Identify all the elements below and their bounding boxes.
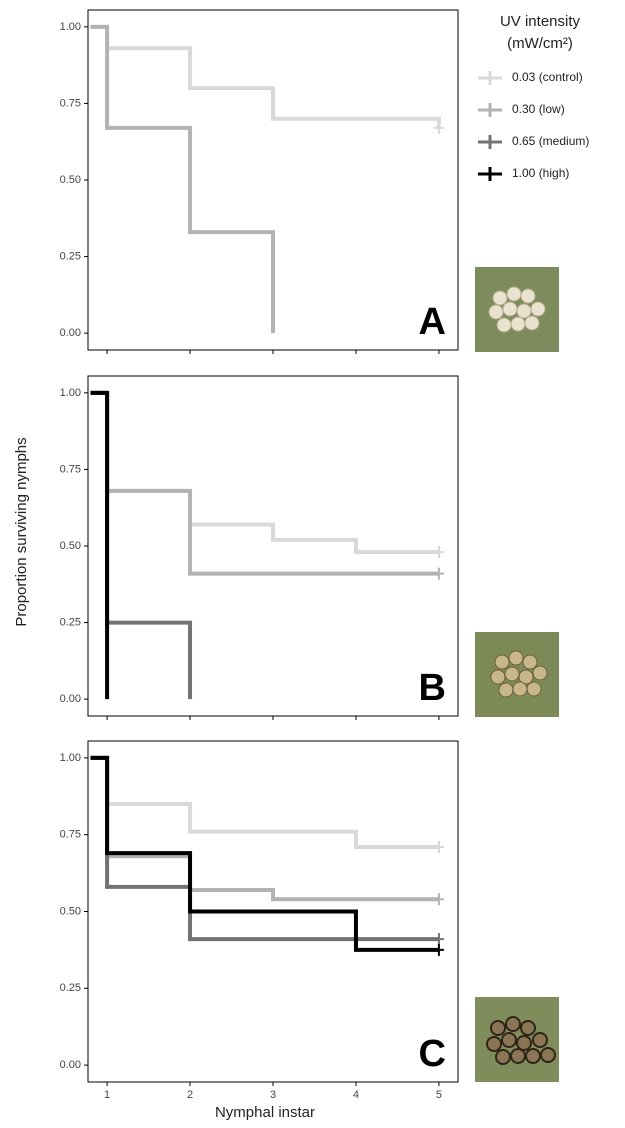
legend-label: 1.00 (high) [512, 166, 569, 180]
legend-unit: (mW/cm²) [507, 35, 573, 52]
censor-mark [433, 121, 444, 134]
x-tick-label: 4 [353, 1089, 359, 1101]
survival-curve [90, 390, 110, 700]
y-tick-label: 0.50 [60, 174, 81, 186]
censor-mark [433, 546, 444, 559]
legend-label: 0.65 (medium) [512, 134, 589, 148]
y-tick-label: 0.50 [60, 905, 81, 917]
y-tick-label: 0.75 [60, 97, 81, 109]
egg-photos [475, 267, 559, 1082]
eggs [490, 650, 548, 698]
panel-letter: A [419, 301, 446, 343]
legend-swatch [478, 135, 502, 149]
panel-letter: B [419, 667, 446, 709]
eggs [488, 286, 546, 333]
panel-letter: C [419, 1033, 446, 1075]
survival-curve [90, 24, 441, 128]
censor-mark [433, 567, 444, 580]
x-tick-label: 5 [436, 1089, 442, 1101]
y-tick-label: 1.00 [60, 21, 81, 33]
survival-curve [90, 755, 439, 952]
y-tick-label: 0.00 [60, 693, 81, 705]
y-tick-label: 0.25 [60, 982, 81, 994]
legend-swatch [478, 167, 502, 181]
y-tick-label: 1.00 [60, 752, 81, 764]
x-axis-label: Nymphal instar [215, 1104, 315, 1121]
survival-curve [90, 390, 439, 576]
censor-mark [433, 893, 444, 906]
survival-curve [90, 24, 275, 334]
censor-mark [433, 943, 444, 956]
y-tick-label: 0.25 [60, 250, 81, 262]
y-axis-label: Proportion surviving nymphs [13, 437, 30, 626]
y-tick-label: 0.25 [60, 616, 81, 628]
survival-curve [90, 755, 439, 849]
legend-label: 0.03 (control) [512, 70, 583, 84]
survival-curve [90, 390, 439, 555]
censor-mark [433, 933, 444, 946]
legend-label: 0.30 (low) [512, 102, 565, 116]
x-tick-label: 1 [104, 1089, 110, 1101]
y-tick-label: 0.00 [60, 327, 81, 339]
x-tick-label: 2 [187, 1089, 193, 1101]
censor-mark [433, 840, 444, 853]
legend-title: UV intensity [500, 13, 581, 30]
panel-frame [87, 375, 459, 717]
survival-curve [90, 755, 439, 902]
legend-swatch [478, 71, 502, 85]
y-tick-label: 0.00 [60, 1059, 81, 1071]
y-tick-label: 0.50 [60, 540, 81, 552]
legend-swatch [478, 103, 502, 117]
eggs [486, 1016, 556, 1065]
y-tick-label: 0.75 [60, 829, 81, 841]
y-tick-label: 0.75 [60, 463, 81, 475]
x-tick-label: 3 [270, 1089, 276, 1101]
y-tick-label: 1.00 [60, 387, 81, 399]
